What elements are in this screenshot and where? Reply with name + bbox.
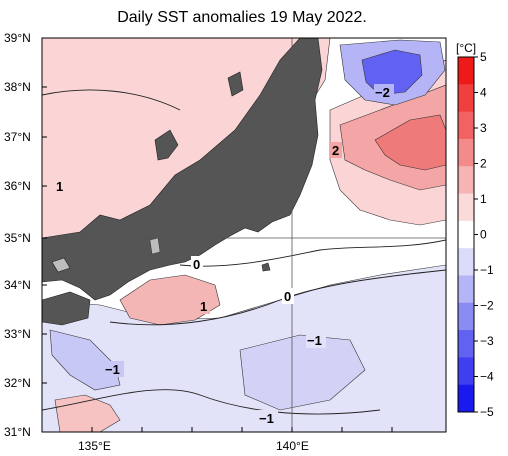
colorbar-tick-label: 4 bbox=[480, 86, 487, 100]
contour-label-0-south: 0 bbox=[282, 288, 294, 304]
svg-text:0: 0 bbox=[193, 257, 200, 272]
map-plot-area bbox=[42, 38, 446, 432]
lat-label-36n: 36°N bbox=[4, 179, 31, 193]
land-sado-island bbox=[227, 71, 244, 97]
map-frame bbox=[41, 37, 447, 433]
colorbar-cell bbox=[458, 166, 474, 195]
contour-line-2 bbox=[179, 239, 446, 267]
contour-label-2-east: 2 bbox=[330, 142, 342, 158]
contour-label-neg1-southwest: −1 bbox=[104, 361, 124, 377]
contour-label-neg1-southeast: −1 bbox=[306, 332, 326, 348]
land-shikoku bbox=[42, 291, 91, 326]
lat-label-37n: 37°N bbox=[4, 130, 31, 144]
colorbar-tick-label: 2 bbox=[480, 157, 487, 171]
colorbar-unit: [°C] bbox=[456, 41, 476, 55]
svg-text:0: 0 bbox=[284, 289, 291, 304]
contour-label-neg2-northeast: −2 bbox=[374, 84, 394, 100]
svg-text:1: 1 bbox=[200, 299, 207, 314]
colorbar-tick-label: 3 bbox=[480, 121, 487, 135]
land-noto-peninsula bbox=[154, 129, 179, 161]
axis-ticks bbox=[42, 37, 393, 432]
contour-line-3 bbox=[109, 269, 446, 326]
lat-label-32n: 32°N bbox=[4, 376, 31, 390]
contour-line-1 bbox=[42, 89, 181, 111]
colorbar-cell bbox=[458, 275, 474, 304]
colorbar-tick-label: −4 bbox=[480, 370, 494, 384]
contour-label-neg1-bottom: −1 bbox=[258, 410, 278, 426]
colorbar-cell bbox=[458, 57, 474, 85]
lat-label-34n: 34°N bbox=[4, 278, 31, 292]
colorbar-tick-label: −1 bbox=[480, 263, 494, 277]
land-oki-island bbox=[51, 257, 71, 273]
lon-label-135e: 135°E bbox=[78, 439, 111, 453]
lat-label-39n: 39°N bbox=[4, 31, 31, 45]
colorbar-cell bbox=[458, 138, 474, 167]
colorbar bbox=[458, 57, 474, 413]
colorbar-cell bbox=[458, 193, 474, 222]
colorbar-cell bbox=[458, 111, 474, 140]
colorbar-ticks: 5 4 3 2 1 0 −1 −2 −3 −4 −5 bbox=[474, 50, 494, 419]
lon-label-140e: 140°E bbox=[276, 439, 309, 453]
colorbar-cell bbox=[458, 302, 474, 331]
map-title: Daily SST anomalies 19 May 2022. bbox=[117, 9, 367, 26]
svg-text:−2: −2 bbox=[375, 85, 390, 100]
colorbar-tick-label: 0 bbox=[480, 228, 487, 242]
colorbar-tick-label: −5 bbox=[480, 405, 494, 419]
cold-eddy-north-core bbox=[361, 49, 423, 96]
svg-text:−1: −1 bbox=[259, 411, 274, 426]
land-honshu bbox=[42, 38, 323, 301]
colorbar-cell bbox=[458, 220, 474, 249]
contour-label-0-center: 0 bbox=[191, 256, 203, 272]
contour-label-1-west: 1 bbox=[54, 178, 66, 194]
colorbar-cell bbox=[458, 330, 474, 358]
lat-label-38n: 38°N bbox=[4, 80, 31, 94]
colorbar-tick-label: 1 bbox=[480, 192, 487, 206]
colorbar-tick-label: −2 bbox=[480, 299, 494, 313]
colorbar-cell bbox=[458, 84, 474, 113]
cool-region-southwest bbox=[49, 329, 121, 391]
colorbar-tick-label: −3 bbox=[480, 334, 494, 348]
warm-patch-south bbox=[119, 274, 221, 326]
svg-text:−1: −1 bbox=[105, 362, 120, 377]
svg-text:2: 2 bbox=[332, 143, 339, 158]
contour-line-4 bbox=[42, 389, 381, 415]
lat-label-33n: 33°N bbox=[4, 327, 31, 341]
warm-region-east-peak bbox=[374, 114, 446, 171]
svg-text:1: 1 bbox=[56, 179, 63, 194]
colorbar-cell bbox=[458, 384, 474, 413]
lake-biwa bbox=[149, 237, 161, 255]
contour-label-1-south: 1 bbox=[198, 298, 210, 314]
land-izu-islands bbox=[261, 262, 271, 272]
svg-text:−1: −1 bbox=[307, 333, 322, 348]
lat-label-31n: 31°N bbox=[4, 425, 31, 439]
colorbar-cell bbox=[458, 248, 474, 276]
colorbar-cell bbox=[458, 357, 474, 386]
colorbar-tick-label: 5 bbox=[480, 50, 487, 64]
lat-label-35n: 35°N bbox=[4, 231, 31, 245]
